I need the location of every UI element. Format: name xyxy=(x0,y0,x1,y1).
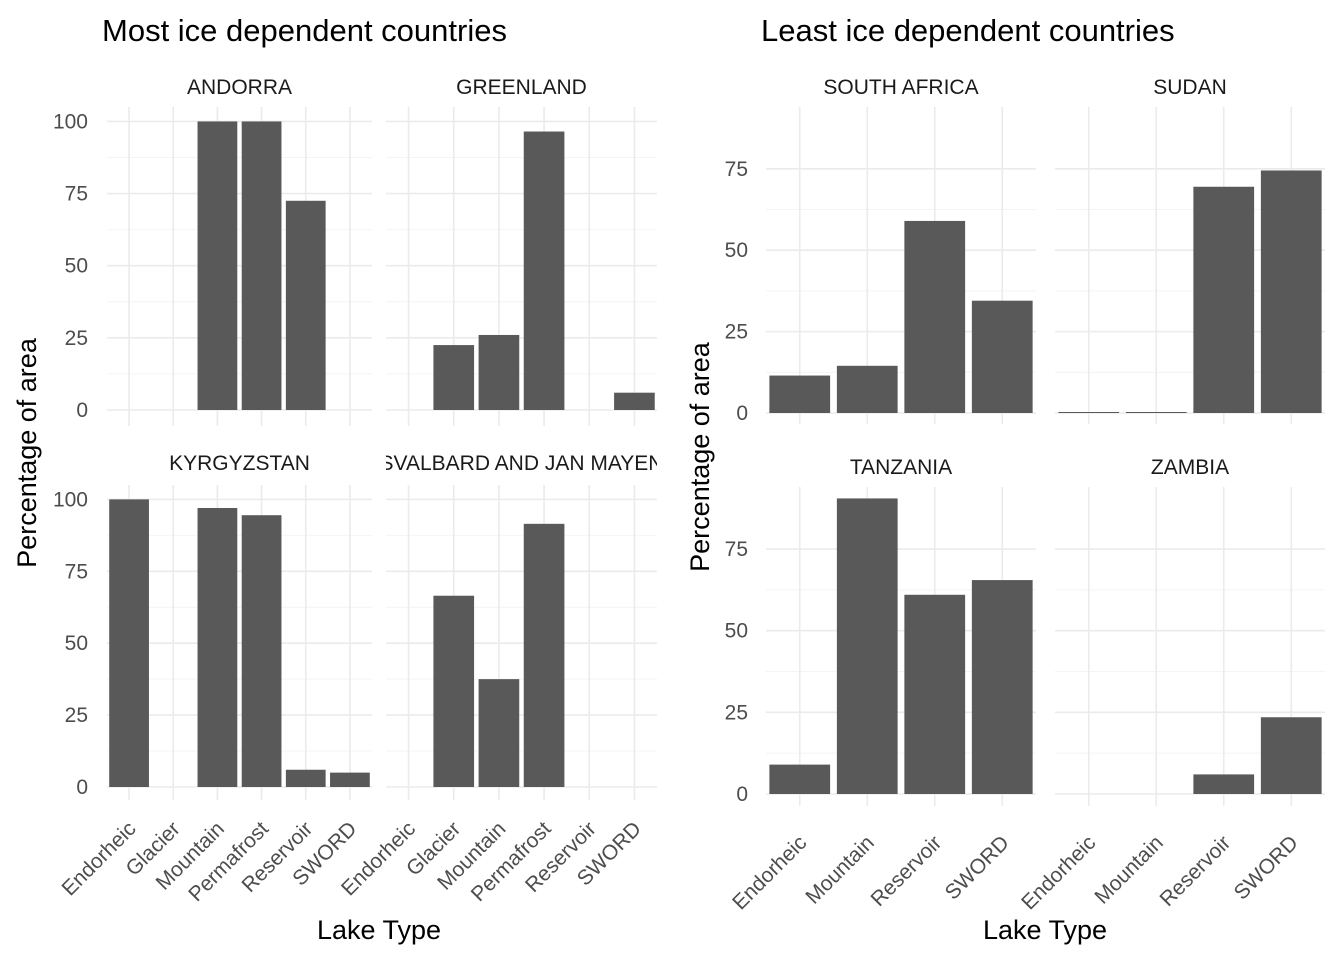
y-tick-label: 75 xyxy=(65,183,88,206)
facet-strip-label: ANDORRA xyxy=(187,76,292,99)
y-tick-label: 0 xyxy=(76,776,88,799)
facet-panel: 0 25 50 75 100 ANDORRA xyxy=(53,76,372,426)
facet-strip-label: TANZANIA xyxy=(850,456,952,479)
x-tick-label: Endorheic xyxy=(728,831,811,914)
x-tick-label: Mountain xyxy=(1090,831,1167,908)
y-tick-label: 0 xyxy=(76,399,88,422)
bar xyxy=(433,595,475,787)
bar xyxy=(285,200,326,410)
bar xyxy=(1125,412,1187,413)
facet-panel: SUDAN xyxy=(1055,76,1325,424)
bar xyxy=(1193,774,1255,794)
facet-strip-label: KYRGYZSTAN xyxy=(169,452,310,475)
facet-panel: GREENLAND xyxy=(386,76,657,426)
x-tick-label: Mountain xyxy=(801,831,878,908)
bar xyxy=(285,769,326,787)
y-tick-label: 50 xyxy=(725,620,748,643)
bar xyxy=(614,392,655,410)
bar xyxy=(1193,186,1255,413)
y-tick-label: 0 xyxy=(736,402,748,425)
x-tick-label: Endorheic xyxy=(1017,831,1100,914)
facet-strip-label: SUDAN xyxy=(1153,76,1227,99)
facet-panel: 0 25 50 75 SOUTH AFRICA xyxy=(725,76,1036,425)
y-tick-label: 100 xyxy=(53,488,88,511)
chart-title: Most ice dependent countries xyxy=(102,13,507,48)
facet-panel: 0 25 50 75 TANZANIA EndorheicMountainReservoi… xyxy=(725,456,1036,914)
bar xyxy=(433,345,475,410)
y-axis-title: Percentage of area xyxy=(685,341,715,572)
facet-strip-label: SOUTH AFRICA xyxy=(823,76,978,99)
bar xyxy=(109,499,149,787)
facet-strip-label: ZAMBIA xyxy=(1151,456,1229,479)
x-tick-label: SWORD xyxy=(1230,831,1303,904)
y-tick-label: 50 xyxy=(65,632,88,655)
bar xyxy=(1058,412,1120,413)
chart-group-2: Least ice dependent countries Percentage … xyxy=(685,13,1325,945)
y-tick-label: 25 xyxy=(65,327,88,350)
bar xyxy=(241,121,282,410)
bar xyxy=(1260,717,1322,794)
y-tick-label: 75 xyxy=(65,560,88,583)
facet-panel: 0255075100KYRGYZSTANEndorheicGlacierMoun… xyxy=(53,452,372,906)
x-tick-label: SWORD xyxy=(941,831,1014,904)
bar xyxy=(836,498,898,794)
bar xyxy=(523,523,565,787)
y-tick-label: 50 xyxy=(65,255,88,278)
chart-title: Least ice dependent countries xyxy=(761,13,1175,48)
x-tick-label: Reservoir xyxy=(866,831,946,911)
bar xyxy=(330,772,370,787)
bar xyxy=(836,365,898,413)
bar xyxy=(478,679,520,787)
y-tick-label: 50 xyxy=(725,239,748,262)
bar xyxy=(904,220,966,413)
y-tick-label: 25 xyxy=(65,704,88,727)
facet-strip-label: GREENLAND xyxy=(456,76,587,99)
bar xyxy=(1260,170,1322,413)
bar xyxy=(197,121,238,410)
bar xyxy=(769,375,831,413)
y-tick-label: 75 xyxy=(725,158,748,181)
y-tick-label: 25 xyxy=(725,701,748,724)
x-tick-label: Reservoir xyxy=(1155,831,1235,911)
bar xyxy=(971,300,1033,413)
y-axis-title: Percentage of area xyxy=(12,337,42,568)
x-axis-title: Lake Type xyxy=(983,915,1107,945)
bar xyxy=(769,764,831,794)
y-tick-label: 25 xyxy=(725,321,748,344)
y-tick-label: 75 xyxy=(725,538,748,561)
facet-panel: SVALBARD AND JAN MAYENEndorheicGlacierMo… xyxy=(337,452,664,906)
chart-group-1: Most ice dependent countries Percentage o… xyxy=(12,13,664,945)
bar xyxy=(241,515,282,787)
y-tick-label: 100 xyxy=(53,110,88,133)
bar xyxy=(904,594,966,794)
bar xyxy=(523,131,565,410)
x-axis-title: Lake Type xyxy=(317,915,441,945)
y-tick-label: 0 xyxy=(736,783,748,806)
bar xyxy=(478,334,520,410)
bar xyxy=(971,580,1033,794)
bar xyxy=(197,508,238,787)
facet-strip-label: SVALBARD AND JAN MAYEN xyxy=(380,452,664,475)
